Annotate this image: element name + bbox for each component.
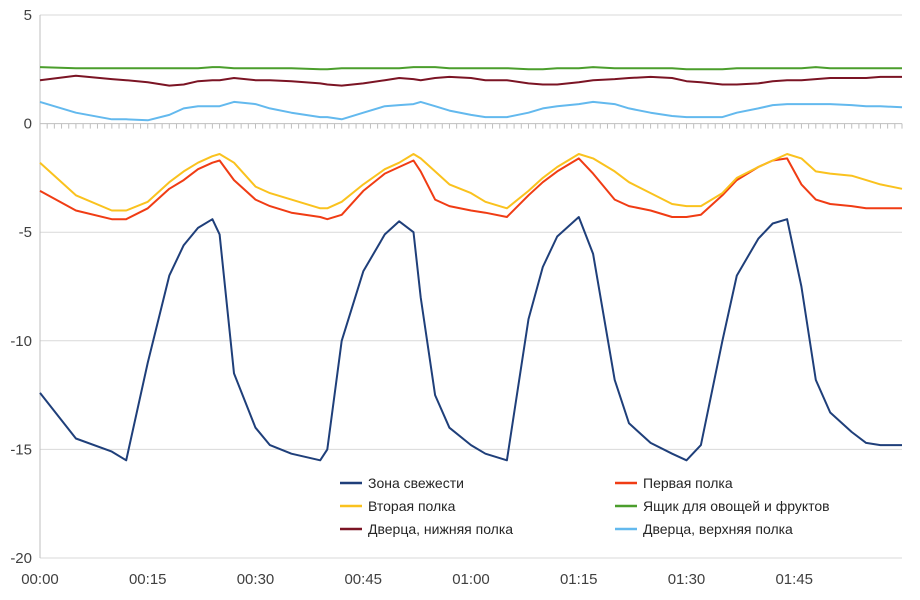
x-tick-label: 01:15: [560, 571, 598, 588]
x-tick-label: 01:45: [775, 571, 813, 588]
grid-lines: [40, 14, 902, 559]
series-line-1: [39, 157, 902, 221]
legend-label: Первая полка: [643, 475, 733, 491]
x-tick-label: 00:45: [344, 571, 382, 588]
x-tick-label: 00:30: [237, 571, 275, 588]
legend-label: Дверца, верхняя полка: [643, 521, 793, 537]
legend-label: Вторая полка: [368, 498, 456, 514]
x-tick-label: 00:00: [21, 571, 59, 588]
y-tick-label: 0: [24, 116, 32, 133]
legend: Зона свежести Первая полка Вторая полка Ящи…: [340, 475, 830, 537]
y-tick-label: 5: [24, 7, 32, 24]
legend-label: Зона свежести: [368, 475, 464, 491]
x-tick-labels: 00:00 00:15 00:30 00:45 01:00 01:15 01:30 01:45: [21, 571, 813, 588]
y-tick-label: -20: [10, 550, 32, 567]
y-tick-label: -10: [10, 333, 32, 350]
x-tick-label: 00:15: [129, 571, 167, 588]
series-line-2: [39, 153, 903, 212]
x-tick-label: 01:00: [452, 571, 490, 588]
series-lines: [39, 66, 903, 462]
legend-label: Дверца, нижняя полка: [368, 521, 513, 537]
series-line-5: [39, 100, 903, 122]
series-line-4: [39, 74, 902, 87]
y-tick-labels: 5 0 -5 -10 -15 -20: [10, 7, 32, 567]
legend-label: Ящик для овощей и фруктов: [643, 498, 830, 514]
series-line-3: [39, 66, 902, 71]
y-tick-label: -15: [10, 441, 32, 458]
x-tick-label: 01:30: [668, 571, 706, 588]
y-tick-label: -5: [19, 224, 32, 241]
series-line-0: [39, 216, 902, 462]
axes: [39, 15, 903, 558]
